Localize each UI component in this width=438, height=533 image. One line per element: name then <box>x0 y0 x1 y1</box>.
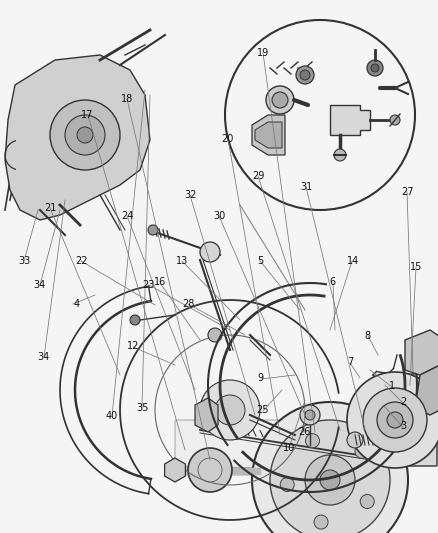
Circle shape <box>130 315 140 325</box>
Text: 9: 9 <box>258 374 264 383</box>
Polygon shape <box>252 115 285 155</box>
Circle shape <box>148 225 158 235</box>
Circle shape <box>266 86 294 114</box>
Text: 35: 35 <box>136 403 148 413</box>
Text: 17: 17 <box>81 110 94 119</box>
Circle shape <box>360 495 374 508</box>
Text: 32: 32 <box>184 190 197 199</box>
Text: 23: 23 <box>143 280 155 290</box>
Circle shape <box>363 388 427 452</box>
Text: 15: 15 <box>410 262 422 271</box>
Circle shape <box>300 405 320 425</box>
Text: 33: 33 <box>18 256 30 266</box>
Circle shape <box>252 402 408 533</box>
Text: 6: 6 <box>330 278 336 287</box>
Circle shape <box>300 70 310 80</box>
FancyBboxPatch shape <box>407 374 437 466</box>
Circle shape <box>387 412 403 428</box>
Polygon shape <box>330 105 370 135</box>
Polygon shape <box>175 420 360 475</box>
Text: 40: 40 <box>106 411 118 421</box>
Text: 26: 26 <box>298 427 311 437</box>
Text: 34: 34 <box>33 280 46 290</box>
Circle shape <box>270 420 390 533</box>
Text: 3: 3 <box>400 422 406 431</box>
Text: 12: 12 <box>127 342 140 351</box>
Text: 31: 31 <box>300 182 313 191</box>
Text: 1: 1 <box>389 382 395 391</box>
Text: 8: 8 <box>365 331 371 341</box>
Circle shape <box>200 242 220 262</box>
Text: 30: 30 <box>213 211 225 221</box>
Text: 21: 21 <box>44 203 57 213</box>
Circle shape <box>305 410 315 420</box>
Text: 29: 29 <box>252 171 265 181</box>
Text: 7: 7 <box>347 358 353 367</box>
Polygon shape <box>415 365 438 415</box>
Circle shape <box>215 395 245 425</box>
Text: 28: 28 <box>182 299 194 309</box>
Text: 14: 14 <box>346 256 359 266</box>
Text: 34: 34 <box>38 352 50 362</box>
Circle shape <box>347 372 438 468</box>
Polygon shape <box>5 55 150 220</box>
Circle shape <box>272 92 288 108</box>
Text: 22: 22 <box>75 256 87 266</box>
Circle shape <box>347 432 363 448</box>
Circle shape <box>65 115 105 155</box>
Circle shape <box>296 66 314 84</box>
Circle shape <box>314 515 328 529</box>
Circle shape <box>208 328 222 342</box>
Text: 19: 19 <box>257 49 269 58</box>
Text: 10: 10 <box>283 443 295 453</box>
Text: 24: 24 <box>121 211 133 221</box>
Text: 25: 25 <box>257 406 269 415</box>
Circle shape <box>77 127 93 143</box>
Circle shape <box>377 402 413 438</box>
Text: 4: 4 <box>74 299 80 309</box>
Circle shape <box>390 115 400 125</box>
Circle shape <box>367 60 383 76</box>
Circle shape <box>320 470 340 490</box>
Text: 13: 13 <box>176 256 188 266</box>
Circle shape <box>371 64 379 72</box>
Polygon shape <box>195 398 218 432</box>
Text: 20: 20 <box>222 134 234 143</box>
Text: 5: 5 <box>258 256 264 266</box>
Circle shape <box>306 434 319 448</box>
Polygon shape <box>165 458 185 482</box>
Polygon shape <box>380 418 412 450</box>
Text: 16: 16 <box>154 278 166 287</box>
Text: 18: 18 <box>121 94 133 103</box>
Polygon shape <box>255 122 282 148</box>
Polygon shape <box>405 330 438 375</box>
Text: 2: 2 <box>400 398 406 407</box>
Circle shape <box>50 100 120 170</box>
Circle shape <box>200 380 260 440</box>
Text: 27: 27 <box>401 187 413 197</box>
Circle shape <box>305 455 355 505</box>
Circle shape <box>334 149 346 161</box>
Circle shape <box>355 444 369 458</box>
Circle shape <box>280 478 294 491</box>
Circle shape <box>188 448 232 492</box>
